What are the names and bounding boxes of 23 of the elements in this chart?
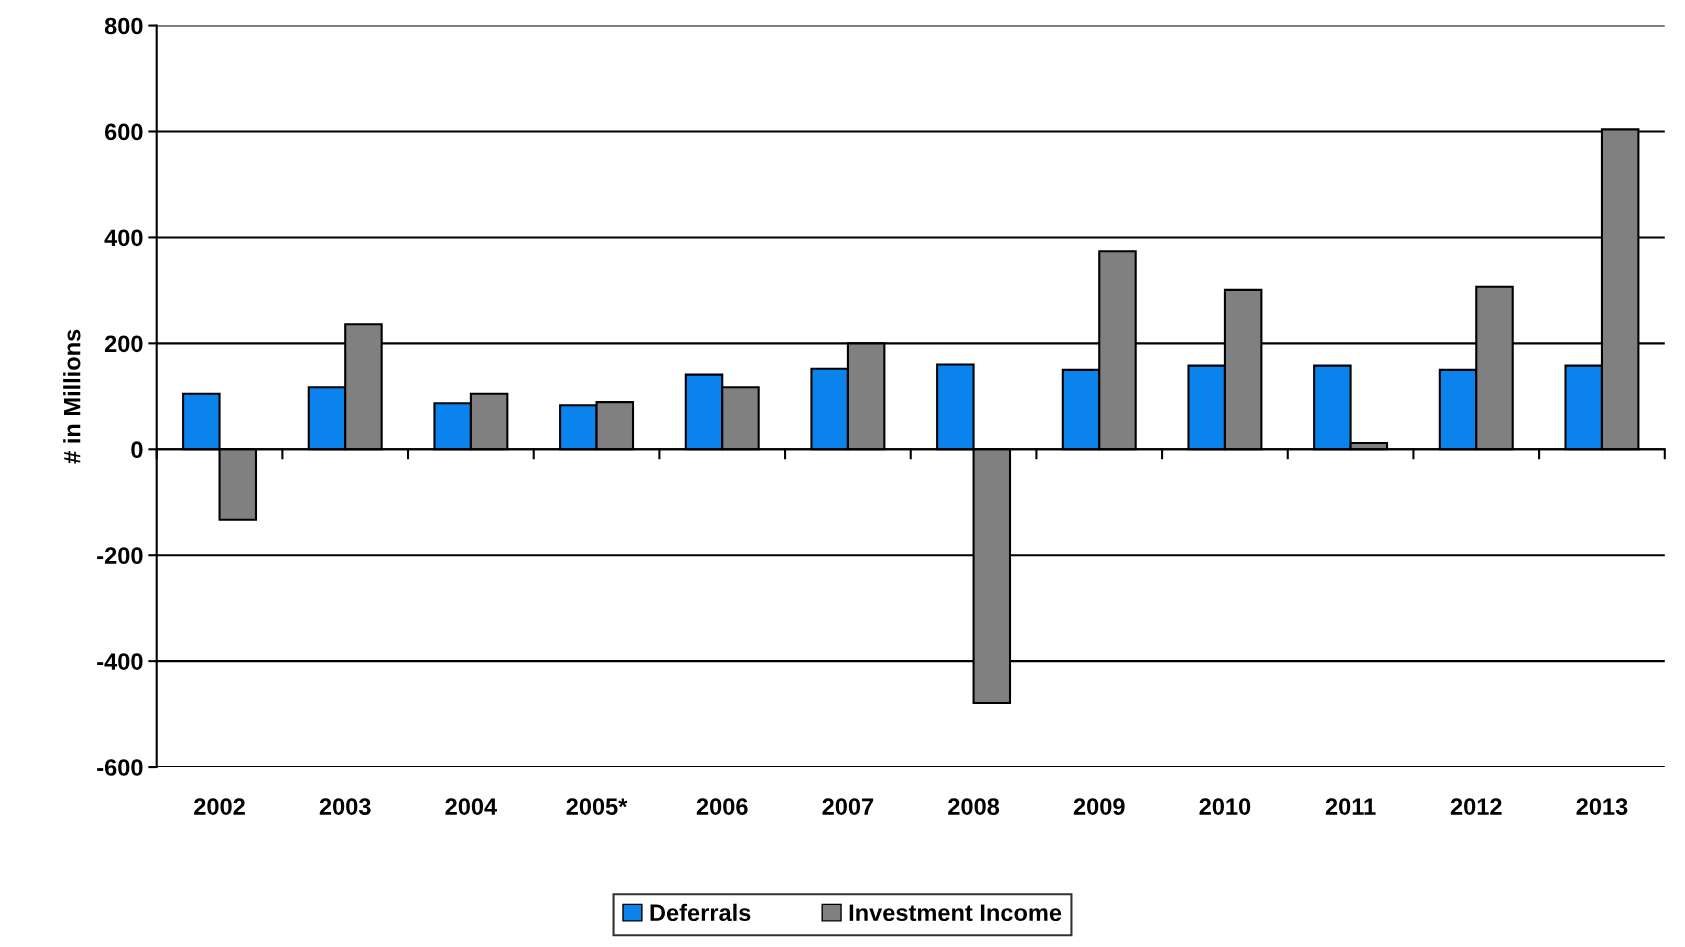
y-axis-title: # in Millions xyxy=(63,329,81,464)
x-tick-label: 2007 xyxy=(822,798,874,815)
y-tick-label: 800 xyxy=(104,17,143,35)
y-tick-label: -400 xyxy=(97,653,143,670)
y-tick-label: 600 xyxy=(104,123,143,141)
legend-label: Deferrals xyxy=(650,903,751,922)
y-tick-label: 0 xyxy=(131,441,143,459)
x-tick-label: 2002 xyxy=(194,798,245,815)
x-tick-label: 2008 xyxy=(948,798,1000,815)
x-tick-label: 2012 xyxy=(1450,798,1502,815)
y-tick-label: -600 xyxy=(97,759,143,776)
y-tick-label: 400 xyxy=(104,229,143,247)
x-tick-label: 2006 xyxy=(696,798,748,815)
x-tick-label: 2013 xyxy=(1576,798,1628,815)
x-tick-label: 2004 xyxy=(445,798,498,815)
x-tick-label: 2009 xyxy=(1073,798,1125,815)
x-tick-label: 2005* xyxy=(566,798,628,815)
y-tick-label: -200 xyxy=(97,547,143,564)
x-tick-label: 2010 xyxy=(1199,798,1251,815)
x-tick-label: 2003 xyxy=(319,798,371,815)
x-tick-label: 2011 xyxy=(1325,798,1376,815)
legend-label: Investment Income xyxy=(849,904,1062,922)
y-tick-label: 200 xyxy=(104,335,143,353)
